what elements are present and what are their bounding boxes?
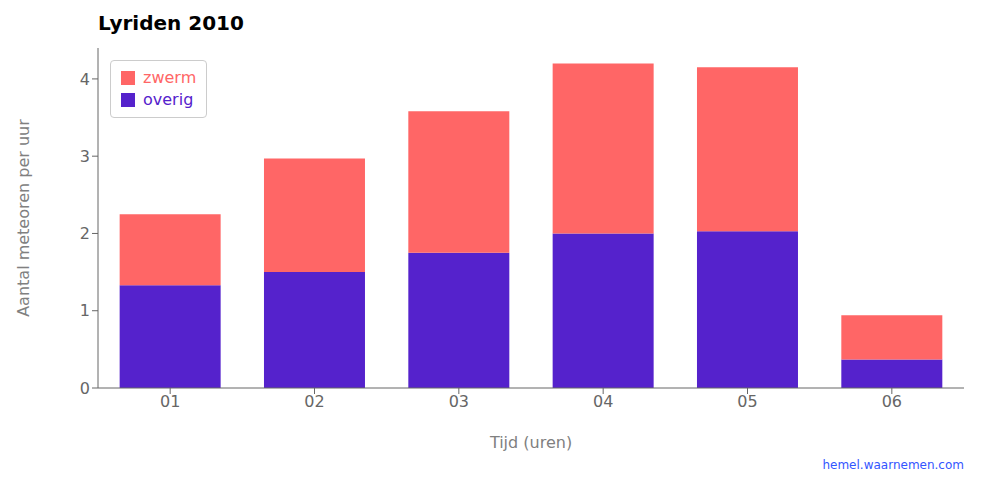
html-text:zwerm: zwerm xyxy=(143,68,197,87)
svg-text:Aantal meteoren per uur: Aantal meteoren per uur xyxy=(14,119,33,317)
svg-text:01: 01 xyxy=(160,392,180,411)
svg-text:3: 3 xyxy=(80,147,90,166)
html-text:hemel.waarnemen.com: hemel.waarnemen.com xyxy=(822,458,964,472)
html-text:overig: overig xyxy=(143,90,194,109)
svg-text:Tijd (uren): Tijd (uren) xyxy=(489,433,572,452)
svg-text:05: 05 xyxy=(737,392,757,411)
svg-text:2: 2 xyxy=(80,224,90,243)
svg-text:0: 0 xyxy=(80,379,90,398)
svg-text:04: 04 xyxy=(593,392,613,411)
svg-text:1: 1 xyxy=(80,301,90,320)
svg-text:02: 02 xyxy=(304,392,324,411)
svg-text:03: 03 xyxy=(449,392,469,411)
svg-text:06: 06 xyxy=(882,392,902,411)
html-text:Lyriden 2010: Lyriden 2010 xyxy=(98,11,244,35)
svg-text:4: 4 xyxy=(80,70,90,89)
